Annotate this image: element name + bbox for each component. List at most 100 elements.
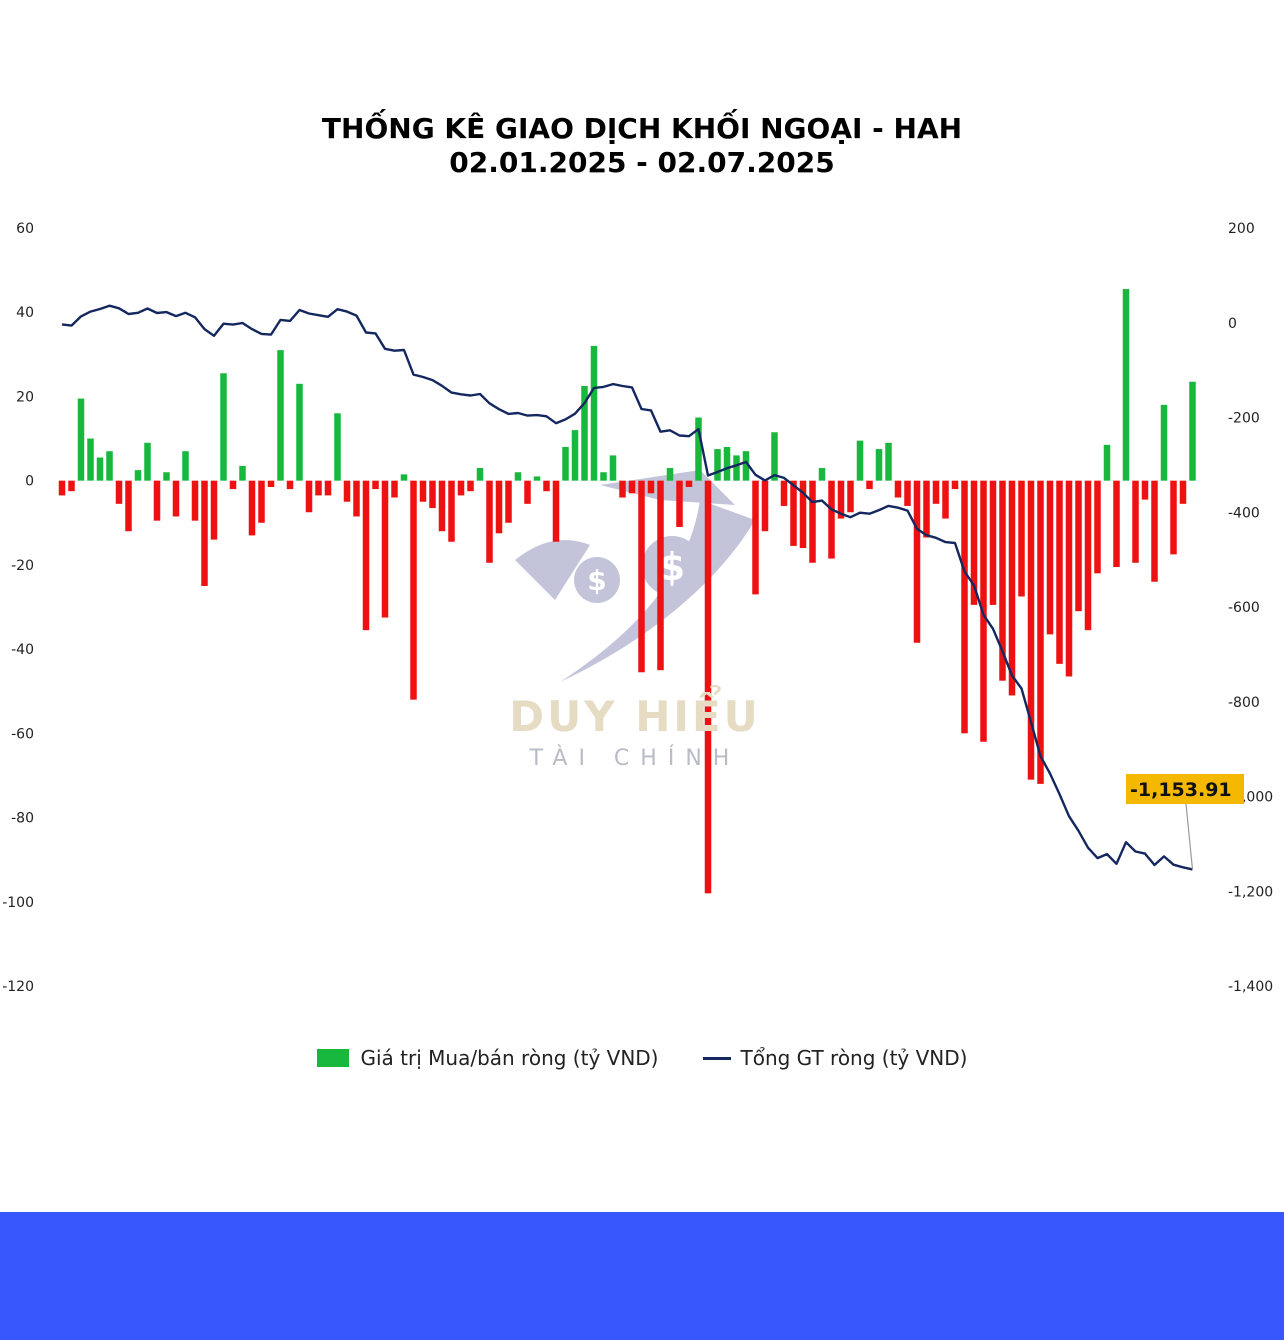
bar xyxy=(714,449,721,481)
bar xyxy=(68,480,75,492)
bar xyxy=(1094,480,1101,574)
left-tick-label: -100 xyxy=(2,895,34,911)
right-tick-label: 0 xyxy=(1228,316,1237,332)
bar xyxy=(286,480,294,490)
bar xyxy=(628,480,636,494)
bar xyxy=(191,480,199,521)
bar xyxy=(723,446,731,481)
bar xyxy=(134,470,142,481)
bar xyxy=(666,468,674,481)
bar xyxy=(343,480,351,502)
bar xyxy=(999,480,1006,681)
right-tick-label: 200 xyxy=(1228,221,1255,237)
bar xyxy=(856,440,864,481)
chart-title-line1: THỐNG KÊ GIAO DỊCH KHỐI NGOẠI - HAH xyxy=(321,112,963,145)
logo-wing xyxy=(515,540,590,600)
bar xyxy=(590,345,598,481)
bar xyxy=(695,417,702,481)
bar xyxy=(486,480,493,563)
bar xyxy=(334,413,341,481)
bar xyxy=(210,480,218,540)
bar xyxy=(419,480,427,502)
legend-item-bars[interactable]: Giá trị Mua/bán ròng (tỷ VND) xyxy=(316,1046,659,1070)
bar xyxy=(923,480,930,538)
bar xyxy=(125,480,132,532)
bar xyxy=(1141,480,1149,500)
bar xyxy=(467,480,474,492)
bar xyxy=(837,480,845,519)
bar xyxy=(457,480,465,496)
bar xyxy=(220,373,227,481)
bar xyxy=(248,480,256,536)
bar xyxy=(381,480,389,618)
bar xyxy=(1008,480,1016,696)
bar xyxy=(362,480,370,631)
bar xyxy=(904,480,911,506)
bar xyxy=(894,480,902,498)
bar xyxy=(96,457,104,481)
last-value-callout: -1,153.91 xyxy=(1126,774,1244,870)
bar xyxy=(495,480,503,534)
bar xyxy=(581,385,588,481)
bar xyxy=(115,480,123,504)
bar xyxy=(619,480,626,498)
left-tick-label: 60 xyxy=(16,221,34,237)
bar xyxy=(1122,289,1130,481)
bottom-band xyxy=(0,1212,1284,1340)
bar xyxy=(229,480,237,490)
legend-item-line[interactable]: Tổng GT ròng (tỷ VND) xyxy=(702,1046,967,1070)
chart-title: THỐNG KÊ GIAO DỊCH KHỐI NGOẠI - HAH 02.0… xyxy=(0,112,1284,180)
bar xyxy=(609,455,617,481)
bar xyxy=(1103,444,1111,481)
bar xyxy=(429,480,436,509)
bar xyxy=(1151,480,1158,582)
callout-leader-line xyxy=(1185,803,1194,870)
bar xyxy=(1037,480,1044,784)
coin-icon xyxy=(574,557,620,603)
legend: Giá trị Mua/bán ròng (tỷ VND) Tổng GT rò… xyxy=(0,1046,1284,1070)
left-tick-label: -60 xyxy=(11,726,34,742)
bar xyxy=(552,480,560,542)
bar xyxy=(305,480,313,513)
bar xyxy=(543,480,550,492)
bar xyxy=(828,480,835,559)
bar xyxy=(866,480,873,490)
left-tick-label: -20 xyxy=(11,558,34,574)
bar xyxy=(951,480,959,490)
bar xyxy=(153,480,161,521)
coin-icon xyxy=(642,536,702,596)
bar xyxy=(657,480,664,671)
bar xyxy=(961,480,968,734)
right-tick-label: -200 xyxy=(1228,411,1260,427)
bar xyxy=(258,480,265,523)
watermark-logo: $ $ xyxy=(515,470,755,682)
bar xyxy=(885,442,892,481)
bar xyxy=(733,455,740,481)
bar xyxy=(524,480,531,504)
bar xyxy=(77,398,85,481)
bar xyxy=(87,438,94,481)
bar xyxy=(780,480,788,506)
bar xyxy=(704,480,712,894)
right-tick-label: -600 xyxy=(1228,600,1260,616)
right-tick-label: -1,400 xyxy=(1228,979,1273,995)
bar xyxy=(875,449,883,481)
bar xyxy=(942,480,949,519)
bar xyxy=(647,480,655,494)
bar xyxy=(1179,480,1187,504)
bar xyxy=(818,468,826,481)
bar xyxy=(438,480,446,532)
bar xyxy=(571,430,579,481)
bar xyxy=(476,468,484,481)
bar xyxy=(1018,480,1025,597)
bar xyxy=(372,480,379,490)
bar xyxy=(1189,381,1196,481)
legend-line-swatch xyxy=(702,1056,731,1060)
bar xyxy=(790,480,797,546)
bar xyxy=(761,480,769,532)
bar xyxy=(676,480,683,527)
bar xyxy=(742,451,750,481)
bar xyxy=(239,465,246,481)
left-tick-label: -80 xyxy=(11,811,34,827)
